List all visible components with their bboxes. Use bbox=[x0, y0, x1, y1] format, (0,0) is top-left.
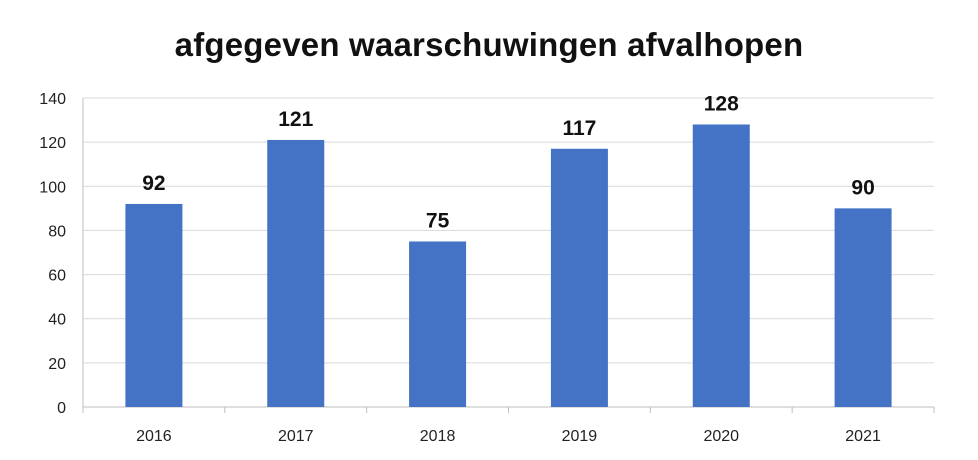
bar-2019 bbox=[550, 148, 608, 407]
y-tick-label: 140 bbox=[39, 91, 66, 108]
data-labels: 92 121 75 117 128 90 bbox=[142, 92, 875, 232]
bar-2017 bbox=[267, 139, 325, 407]
data-label: 90 bbox=[851, 176, 874, 199]
bar-2021 bbox=[834, 208, 892, 407]
bars bbox=[125, 124, 892, 407]
bar-2016 bbox=[125, 203, 183, 407]
y-axis-ticks: 0 20 40 60 80 100 120 140 bbox=[39, 91, 66, 417]
gridlines bbox=[83, 97, 934, 364]
data-label: 75 bbox=[426, 209, 450, 232]
data-label: 121 bbox=[278, 108, 313, 131]
data-label: 92 bbox=[142, 172, 165, 195]
y-tick-label: 80 bbox=[48, 223, 66, 240]
chart-title: afgegeven waarschuwingen afvalhopen bbox=[174, 26, 804, 63]
x-tick-label: 2017 bbox=[278, 428, 314, 445]
x-tick-label: 2019 bbox=[562, 428, 598, 445]
y-tick-label: 120 bbox=[39, 135, 66, 152]
data-label: 128 bbox=[704, 92, 739, 115]
y-tick-label: 60 bbox=[48, 268, 66, 285]
bar-2018 bbox=[409, 241, 467, 407]
x-tick-label: 2020 bbox=[703, 428, 739, 445]
y-tick-label: 100 bbox=[39, 179, 66, 196]
y-tick-label: 20 bbox=[48, 356, 66, 373]
axes bbox=[82, 98, 935, 413]
bar-2020 bbox=[692, 124, 750, 407]
y-tick-label: 40 bbox=[48, 312, 66, 329]
x-axis-ticks: 2016 2017 2018 2019 2020 2021 bbox=[136, 428, 881, 445]
data-label: 117 bbox=[562, 117, 596, 140]
x-tick-label: 2018 bbox=[420, 428, 456, 445]
x-tick-label: 2021 bbox=[845, 428, 881, 445]
x-tick-label: 2016 bbox=[136, 428, 172, 445]
y-tick-label: 0 bbox=[57, 400, 66, 417]
